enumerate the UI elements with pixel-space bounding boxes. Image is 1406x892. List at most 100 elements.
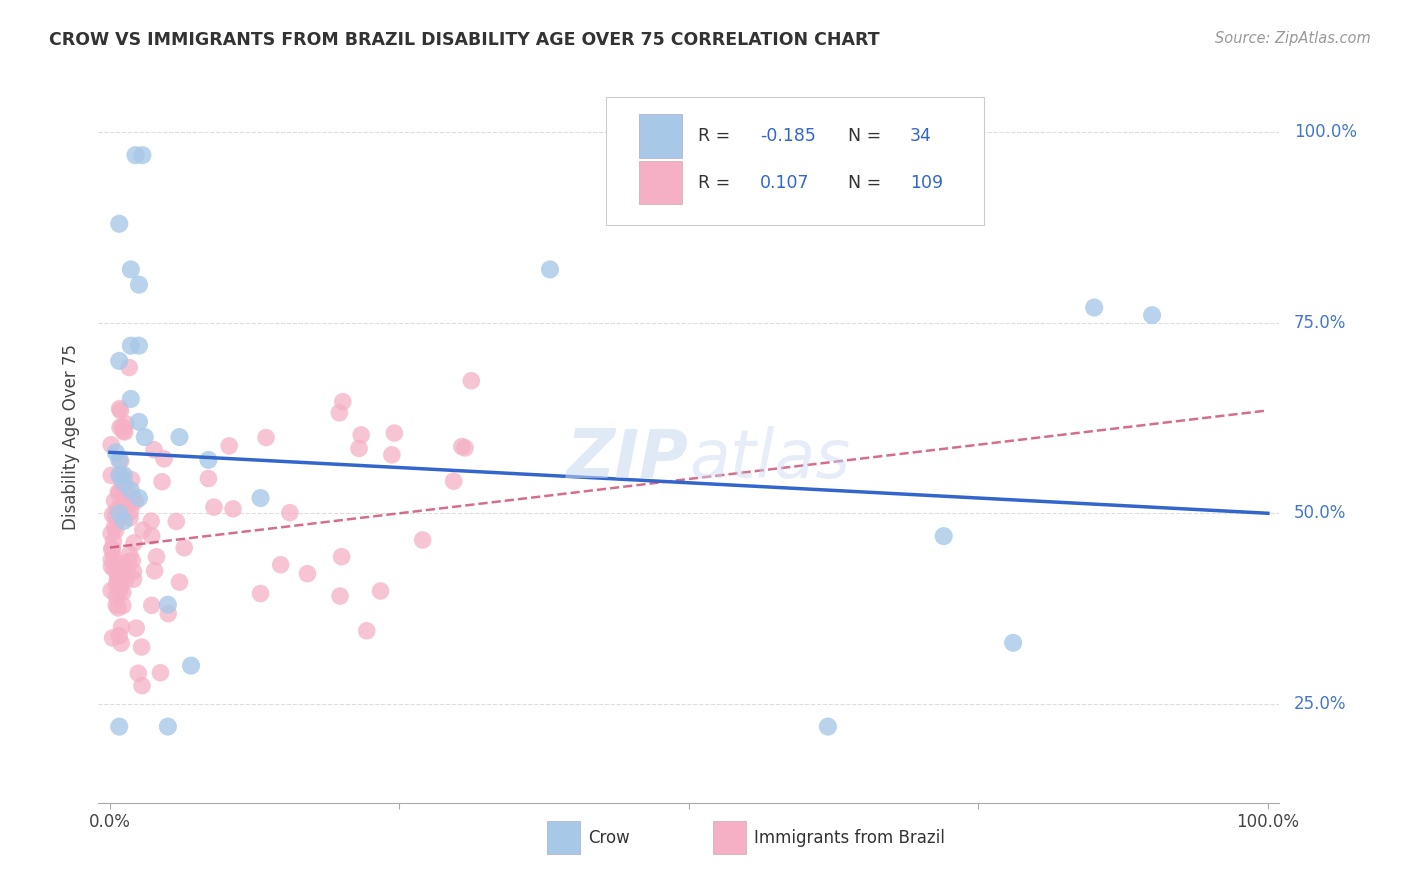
Point [105, 579, 128, 593]
Point [110, 468, 132, 483]
Text: 0.107: 0.107 [759, 174, 810, 192]
Point [108, 401, 131, 416]
Point [100, 542, 122, 557]
Point [100, 438, 122, 452]
Point [329, 589, 352, 603]
Point [110, 497, 132, 511]
Text: CROW VS IMMIGRANTS FROM BRAZIL DISABILITY AGE OVER 75 CORRELATION CHART: CROW VS IMMIGRANTS FROM BRAZIL DISABILIT… [49, 31, 880, 49]
Point [117, 555, 139, 569]
Point [218, 439, 240, 453]
Text: R =: R = [699, 127, 731, 145]
Point [108, 217, 131, 231]
Point [165, 515, 187, 529]
Point [169, 430, 191, 444]
Point [110, 620, 132, 634]
Point [382, 425, 405, 440]
Point [143, 564, 166, 578]
Point [817, 720, 839, 734]
Point [104, 445, 127, 459]
Point [104, 520, 127, 534]
Point [121, 553, 143, 567]
Text: Source: ZipAtlas.com: Source: ZipAtlas.com [1215, 31, 1371, 46]
Point [222, 501, 245, 516]
Point [110, 454, 132, 468]
Point [107, 512, 129, 526]
Text: atlas: atlas [689, 426, 851, 492]
Point [197, 453, 219, 467]
Point [156, 598, 179, 612]
Point [108, 468, 131, 483]
Point [124, 494, 146, 508]
Point [141, 599, 163, 613]
Point [180, 658, 202, 673]
Point [114, 573, 136, 587]
Point [105, 574, 128, 589]
Point [150, 475, 173, 489]
Point [249, 491, 271, 505]
Point [169, 575, 191, 590]
Point [132, 523, 155, 537]
Point [112, 514, 135, 528]
Point [328, 406, 350, 420]
Point [120, 262, 142, 277]
Point [412, 533, 434, 547]
Point [103, 534, 125, 549]
Point [122, 536, 145, 550]
Point [460, 374, 482, 388]
Point [143, 442, 166, 457]
Point [108, 354, 131, 368]
Point [108, 629, 131, 643]
Point [120, 496, 142, 510]
Point [103, 494, 125, 508]
Point [134, 430, 156, 444]
Point [105, 556, 128, 570]
FancyBboxPatch shape [547, 822, 581, 854]
Point [115, 417, 138, 431]
Point [153, 451, 176, 466]
Point [108, 584, 131, 599]
Point [254, 431, 277, 445]
Point [1083, 301, 1105, 315]
Text: ZIP: ZIP [567, 426, 689, 492]
Point [112, 483, 135, 497]
Point [124, 148, 146, 162]
Point [108, 453, 131, 467]
Point [128, 339, 150, 353]
Point [118, 547, 141, 561]
Point [103, 550, 125, 565]
Point [121, 489, 143, 503]
Point [131, 640, 153, 654]
Point [111, 478, 134, 492]
Point [112, 475, 135, 490]
Text: Immigrants from Brazil: Immigrants from Brazil [754, 829, 945, 847]
Point [111, 419, 134, 434]
Point [1002, 636, 1025, 650]
Text: 25.0%: 25.0% [1294, 695, 1346, 713]
Point [125, 621, 148, 635]
Point [330, 549, 353, 564]
Point [118, 511, 141, 525]
Point [104, 524, 127, 538]
Text: 50.0%: 50.0% [1294, 504, 1346, 523]
Point [131, 148, 153, 162]
Text: 75.0%: 75.0% [1294, 314, 1346, 332]
Point [110, 636, 132, 650]
Point [131, 679, 153, 693]
Text: N =: N = [848, 174, 882, 192]
Text: N =: N = [848, 127, 882, 145]
Text: 109: 109 [910, 174, 943, 192]
Point [120, 339, 142, 353]
Point [101, 631, 124, 645]
Point [128, 277, 150, 292]
Point [249, 586, 271, 600]
Point [139, 514, 162, 528]
Point [100, 468, 122, 483]
Point [103, 562, 125, 576]
Point [107, 485, 129, 500]
Point [350, 428, 373, 442]
Point [100, 552, 122, 566]
Point [104, 504, 127, 518]
Y-axis label: Disability Age Over 75: Disability Age Over 75 [62, 344, 80, 530]
Point [100, 559, 122, 574]
Text: R =: R = [699, 174, 731, 192]
